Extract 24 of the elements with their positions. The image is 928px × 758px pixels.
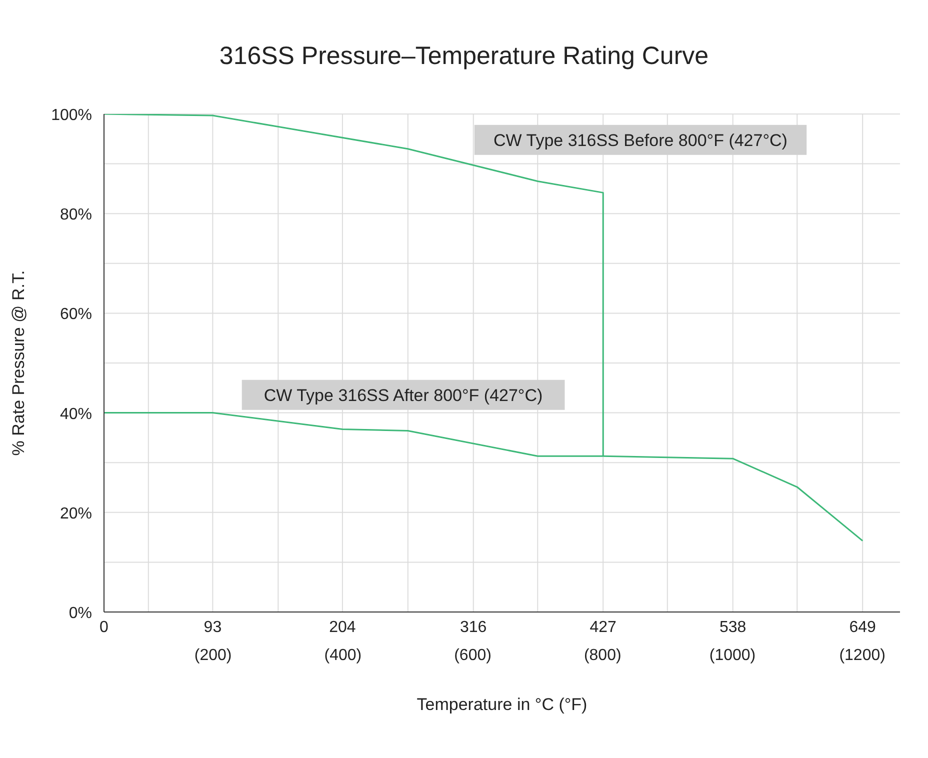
series-label: CW Type 316SS Before 800°F (427°C) bbox=[494, 130, 788, 150]
y-tick-label: 60% bbox=[60, 306, 92, 324]
y-tick-label: 100% bbox=[51, 107, 92, 124]
x-axis-title: Temperature in °C (°F) bbox=[416, 695, 588, 714]
y-tick-label: 80% bbox=[60, 206, 92, 224]
x-tick-label: 427 bbox=[590, 619, 617, 636]
y-tick-label: 20% bbox=[60, 505, 92, 522]
x2-tick-label: (800) bbox=[584, 647, 622, 664]
y-tick-label: 0% bbox=[68, 605, 92, 622]
x2-tick-label: (200) bbox=[194, 647, 232, 664]
x2-tick-label: (1000) bbox=[709, 647, 756, 664]
x2-tick-label: (400) bbox=[324, 647, 362, 664]
x-tick-label: 0 bbox=[100, 619, 109, 636]
y-axis-title: % Rate Pressure @ R.T. bbox=[9, 270, 28, 456]
x2-tick-label: (600) bbox=[454, 647, 492, 664]
series-label: CW Type 316SS After 800°F (427°C) bbox=[264, 386, 543, 405]
x-tick-label: 538 bbox=[720, 619, 746, 636]
x-tick-label: 649 bbox=[849, 619, 876, 636]
x-tick-label: 204 bbox=[329, 619, 356, 636]
x2-tick-label: (1200) bbox=[839, 647, 886, 664]
chart-title: 316SS Pressure–Temperature Rating Curve bbox=[218, 41, 710, 72]
x-tick-label: 316 bbox=[460, 619, 487, 636]
y-tick-label: 40% bbox=[60, 406, 92, 423]
x-tick-label: 93 bbox=[204, 619, 222, 636]
